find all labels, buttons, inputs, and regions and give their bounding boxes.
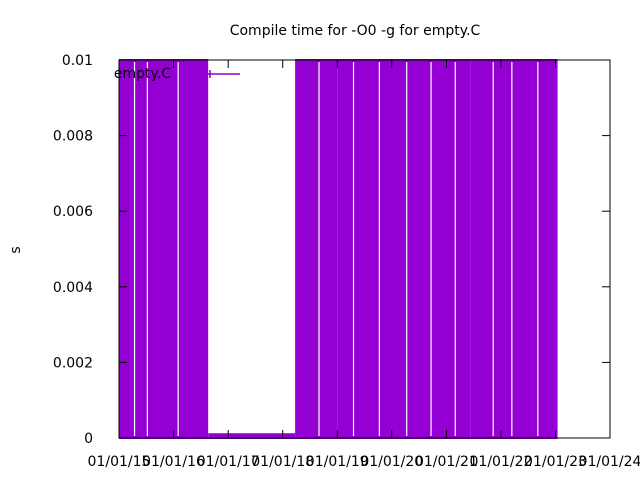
y-tick-label-5: 0.01 — [62, 53, 93, 69]
legend: empty.C — [114, 66, 240, 82]
x-tick-label-6: 01/01/21 — [415, 454, 478, 470]
y-tick-label-4: 0.008 — [53, 129, 93, 145]
x-tick-label-0: 01/01/15 — [88, 454, 151, 470]
x-tick-label-1: 01/01/16 — [142, 454, 205, 470]
y-tick-label-2: 0.004 — [53, 280, 93, 296]
series-segment-0-0 — [119, 59, 209, 439]
x-tick-label-3: 01/01/18 — [251, 454, 314, 470]
series-segment-0-2 — [295, 59, 338, 439]
y-axis-label: s — [8, 246, 24, 253]
series-segment-0-4 — [414, 59, 471, 439]
y-tick-label-0: 0 — [84, 431, 93, 447]
series-segment-0-1 — [208, 433, 296, 439]
x-tick-label-7: 01/01/22 — [470, 454, 533, 470]
legend-label-0: empty.C — [114, 66, 171, 82]
series-segment-0-5 — [470, 59, 558, 439]
x-tick-label-5: 01/01/20 — [360, 454, 423, 470]
y-tick-label-3: 0.006 — [53, 204, 93, 220]
y-tick-label-1: 0.002 — [53, 355, 93, 371]
plot-frame — [118, 59, 611, 439]
x-tick-label-9: 01/01/24 — [579, 454, 640, 470]
chart-title: Compile time for -O0 -g for empty.C — [230, 23, 481, 39]
plot-area — [119, 59, 558, 439]
x-tick-label-8: 01/01/23 — [524, 454, 587, 470]
axes: 00.0020.0040.0060.0080.0101/01/1501/01/1… — [53, 53, 640, 470]
x-tick-label-4: 01/01/19 — [306, 454, 369, 470]
x-tick-label-2: 01/01/17 — [197, 454, 260, 470]
series-segment-0-3 — [337, 59, 415, 439]
